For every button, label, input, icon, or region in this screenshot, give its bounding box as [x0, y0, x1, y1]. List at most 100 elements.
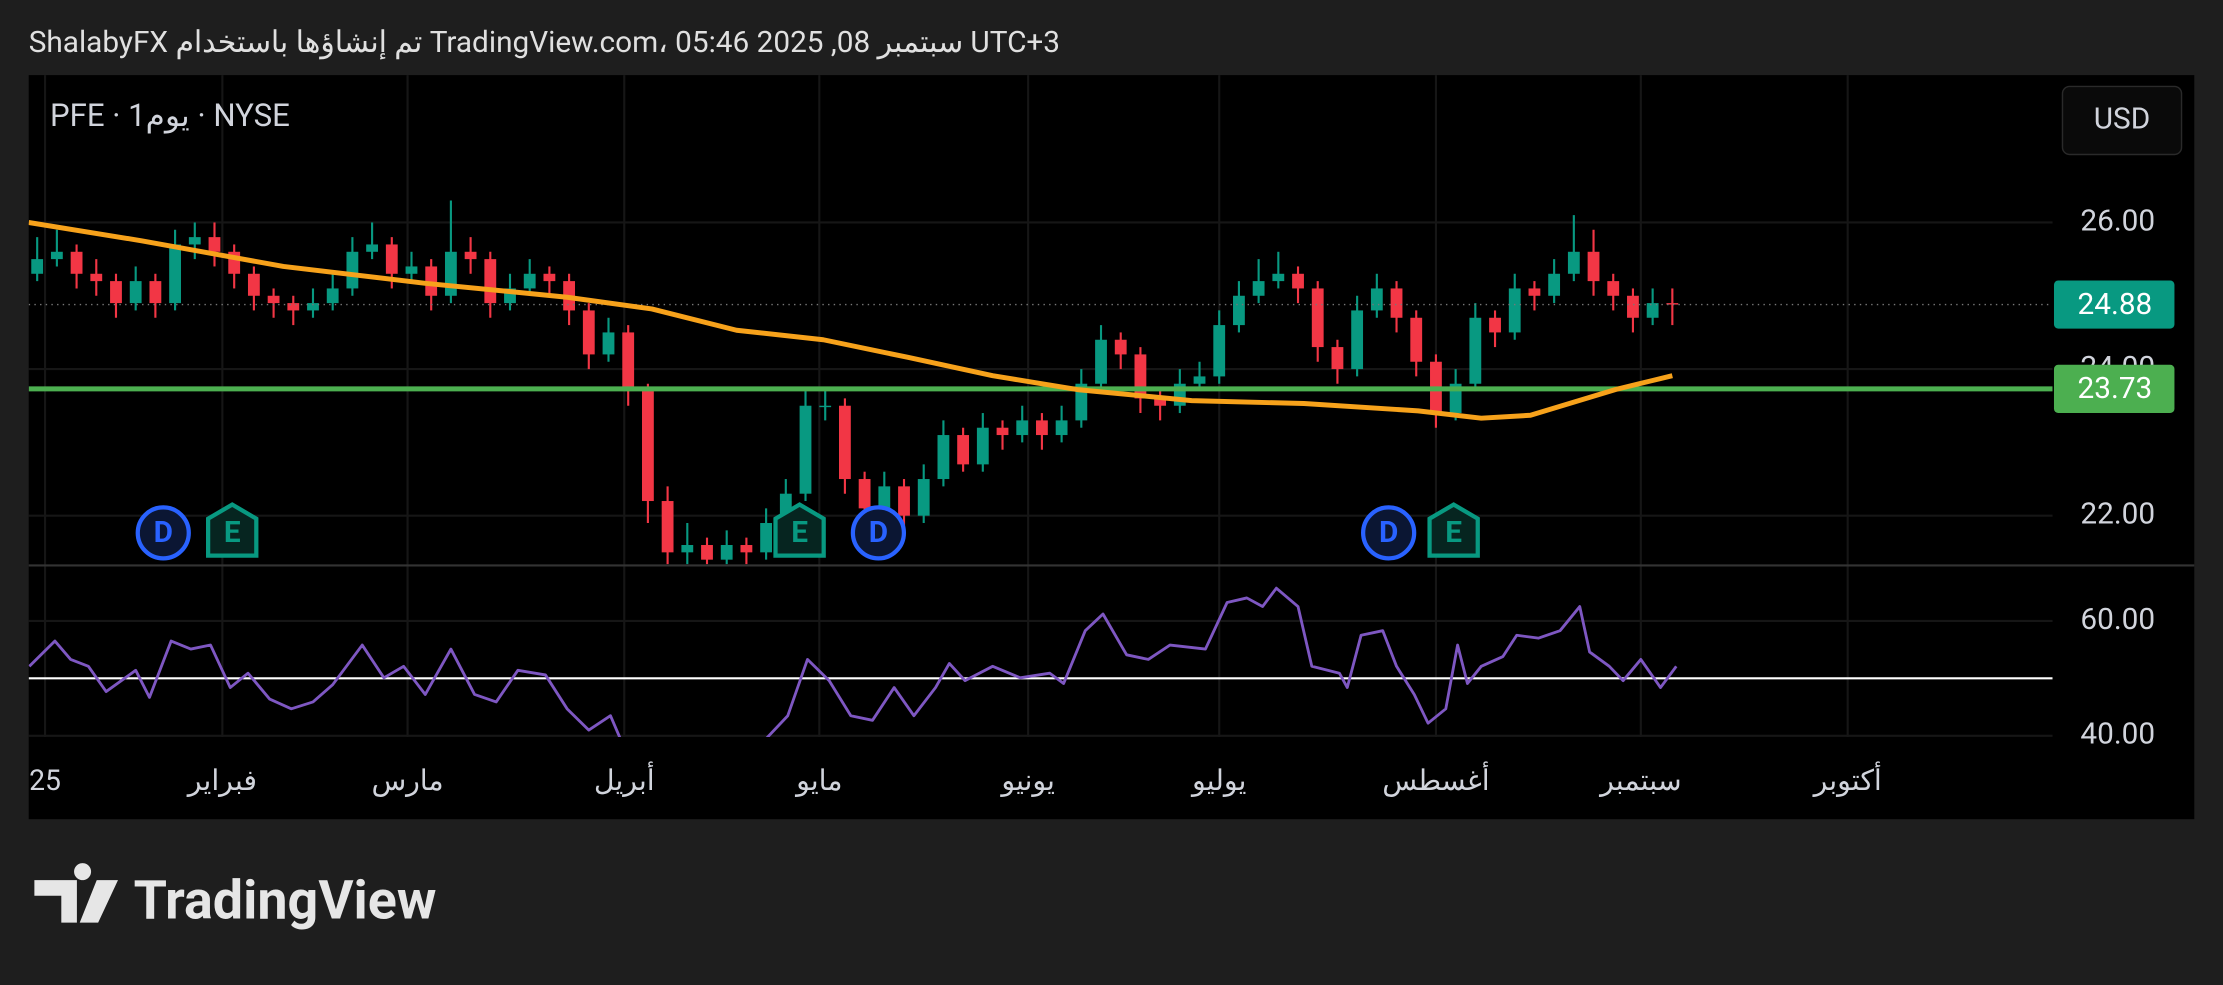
candle-body: [838, 405, 851, 480]
event-marker: [850, 505, 907, 561]
candle-body: [1489, 317, 1501, 333]
candle-body: [444, 251, 457, 296]
candle-body: [1036, 420, 1048, 436]
moving-average: [28, 220, 1673, 421]
candle-body: [1587, 251, 1600, 282]
candle-body: [917, 479, 930, 516]
candle-body: [1469, 317, 1482, 384]
candle-body: [681, 545, 694, 553]
candle-body: [1370, 288, 1383, 311]
candle-body: [779, 493, 792, 524]
grid: [28, 75, 2053, 737]
candle-body: [110, 281, 122, 304]
candle-body: [50, 251, 63, 260]
candle-body: [169, 244, 181, 304]
x-tick-label: أغسطس: [1382, 762, 1489, 797]
candle-body: [1410, 317, 1423, 362]
candle-body: [228, 251, 241, 274]
event-label: E: [1445, 515, 1462, 550]
logo-icon: [34, 863, 118, 923]
x-tick-label: مارس: [372, 764, 444, 797]
candle-body: [720, 545, 733, 560]
hline-price-box: [2053, 364, 2175, 413]
candle-body: [1134, 354, 1147, 399]
x-tick-label: يوليو: [1190, 764, 1246, 797]
candle-body: [346, 251, 359, 289]
candle-body: [90, 273, 103, 282]
candle-body: [149, 281, 162, 304]
candle-body: [799, 405, 812, 494]
rsi-line: [28, 586, 1678, 737]
event-label: D: [154, 515, 173, 550]
candle-body: [878, 486, 891, 509]
candle-body: [1213, 325, 1226, 377]
candle-body: [188, 237, 201, 245]
candle-body: [858, 479, 871, 509]
candle-body: [582, 310, 595, 355]
candle-body: [976, 427, 989, 465]
candle-body: [1351, 310, 1364, 370]
candle-body: [1646, 303, 1659, 318]
candle-body: [385, 244, 398, 274]
candle-body: [1272, 273, 1285, 282]
event-label: D: [869, 515, 888, 550]
currency[interactable]: USD: [2094, 101, 2150, 136]
header: ShalabyFX تم إنشاؤها باستخدام TradingVie…: [29, 25, 1060, 60]
logo-text: TradingView: [134, 869, 437, 932]
candle-body: [247, 273, 260, 296]
candle-body: [1055, 420, 1068, 436]
x-tick-label: مايو: [794, 764, 842, 797]
last-price-label: 24.88: [2078, 287, 2153, 322]
candle-body: [504, 288, 516, 304]
candle-body: [129, 281, 142, 304]
candle-body: [1233, 295, 1245, 326]
candle-body: [1016, 420, 1029, 436]
candle-body: [740, 545, 753, 553]
currency-button[interactable]: [2061, 85, 2183, 156]
event-marker: [135, 505, 191, 561]
candle-body: [464, 251, 477, 260]
candle-body: [1666, 303, 1679, 305]
candle-body: [425, 266, 438, 296]
chart-panel: [28, 75, 2195, 820]
candle-body: [1252, 281, 1265, 296]
candle-body: [366, 244, 379, 252]
candle-body: [996, 427, 1009, 436]
candle-body: [1508, 288, 1521, 333]
x-tick-label: أبريل: [594, 762, 655, 797]
event-marker: [1427, 502, 1480, 558]
candle-body: [641, 391, 654, 502]
candle-body: [1154, 398, 1167, 406]
candle-body: [326, 288, 339, 304]
x-tick-label: فبراير: [186, 764, 257, 797]
candle-body: [543, 273, 556, 282]
candle-body: [661, 501, 674, 553]
candle-body: [405, 266, 418, 274]
candle-body: [1292, 273, 1304, 289]
candle-body: [484, 259, 497, 304]
event-marker: [773, 502, 826, 558]
last-price-box: [2053, 280, 2175, 329]
axes: 25 فبراير مارس أبريل مايو يونيو يوليو أغسطس سبتم…: [29, 203, 2175, 797]
candle-body: [819, 405, 832, 408]
candle-body: [1390, 288, 1403, 318]
candle-body: [1114, 339, 1127, 355]
x-tick-label: يونيو: [999, 764, 1055, 797]
candle-body: [1311, 288, 1324, 348]
candle-body: [1607, 281, 1620, 296]
symbol: PFE · 1يوم · NYSE: [50, 97, 290, 134]
candle-body: [602, 332, 615, 355]
hline-price-label: 23.73: [2078, 371, 2153, 406]
candle-body: [1095, 339, 1107, 384]
rsi-pane: [28, 586, 2053, 737]
rsi-tick-label: 40.00: [2080, 717, 2155, 752]
candle-body: [1075, 383, 1088, 421]
candle-body: [1567, 251, 1580, 274]
candle-body: [898, 486, 910, 516]
event-marker: [205, 502, 259, 558]
candle-body: [957, 435, 970, 465]
event-label: D: [1379, 515, 1398, 550]
candle-body: [1449, 383, 1462, 414]
candle-body: [307, 303, 319, 311]
